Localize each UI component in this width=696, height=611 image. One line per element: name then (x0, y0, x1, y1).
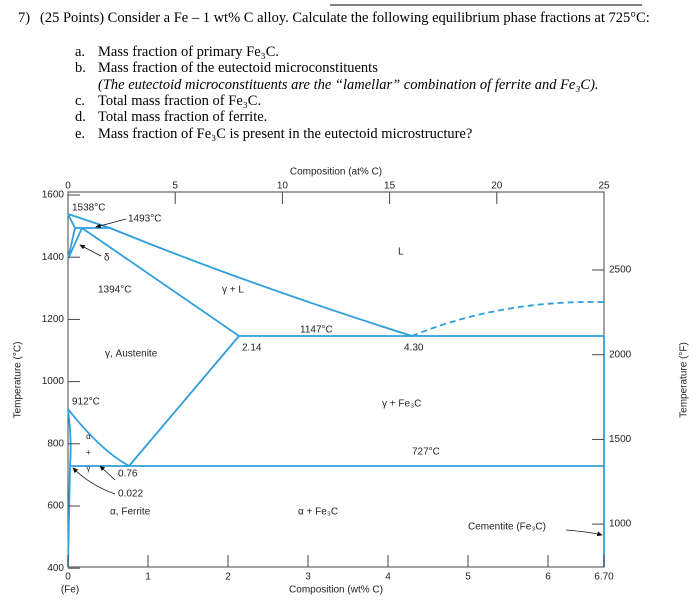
top-tick-label: 5 (172, 181, 178, 192)
top-axis-title: Composition (at% C) (290, 167, 382, 178)
bottom-origin: (Fe) (61, 585, 79, 596)
region-label: γ + Fe₃C (382, 399, 421, 410)
left-tick-label: 1400 (42, 252, 65, 263)
region-label: 1394°C (98, 285, 131, 296)
bottom-tick-label: 1 (145, 572, 151, 583)
bottom-tick-label: 3 (305, 572, 311, 583)
bottom-tick-label: 6.70 (594, 572, 614, 583)
annotation-arrows (72, 218, 603, 537)
left-tick-label: 1600 (42, 190, 65, 201)
region-label: 727°C (412, 447, 440, 458)
region-label: δ (104, 253, 110, 264)
region-label: 912°C (72, 397, 100, 408)
right-tick-label: 2000 (609, 349, 632, 360)
top-tick-label: 0 (65, 181, 71, 192)
item-letter: b. (75, 60, 86, 76)
item-text: Total mass fraction of Fe₃C. (98, 93, 262, 109)
right-tick-label: 1000 (609, 519, 632, 530)
left-tick-label: 1000 (42, 376, 65, 387)
left-tick-label: 400 (47, 563, 64, 574)
bottom-tick-label: 4 (385, 572, 391, 583)
top-tick-label: 15 (384, 181, 396, 192)
item-note: (The eutectoid microconstituents are the… (98, 77, 599, 93)
bottom-tick-label: 5 (465, 572, 471, 583)
item-letter: d. (75, 109, 86, 125)
left-tick-label: 600 (47, 501, 64, 512)
region-label: 2.14 (242, 343, 262, 354)
region-label: γ, Austenite (105, 349, 158, 360)
region-label: L (398, 247, 404, 258)
left-tick-label: 1200 (42, 314, 65, 325)
y2-axis-title: Temperature (°F) (679, 342, 690, 418)
item-letter: a. (75, 44, 86, 60)
region-label: 1147°C (300, 325, 333, 336)
region-label: α + Fe₃C (298, 507, 338, 518)
region-label: 1493°C (128, 214, 161, 225)
item-text: Total mass fraction of ferrite. (98, 109, 268, 125)
y-axis-title: Temperature (°C) (13, 342, 24, 419)
region-label: α + γ (84, 432, 93, 473)
bottom-tick-label: 2 (225, 572, 231, 583)
question-text: (25 Points) Consider a Fe – 1 wt% C allo… (40, 10, 650, 26)
region-label: 1538°C (72, 203, 105, 214)
bottom-tick-label: 6 (545, 572, 551, 583)
item-text: Mass fraction of Fe₃C is present in the … (98, 126, 473, 142)
region-label: 0.022 (118, 489, 143, 500)
item-letter: c. (75, 93, 86, 109)
right-tick-label: 1500 (609, 434, 632, 445)
item-text: Mass fraction of the eutectoid microcons… (98, 60, 378, 76)
phase-boundaries (67, 213, 605, 568)
top-tick-label: 25 (598, 181, 610, 192)
region-label: 4.30 (404, 343, 424, 354)
region-label: 0.76 (118, 469, 138, 480)
region-label: Cementite (Fe₃C) (468, 522, 546, 533)
left-tick-label: 800 (47, 438, 64, 449)
item-letter: e. (75, 126, 86, 142)
region-label: α, Ferrite (110, 507, 151, 518)
right-tick-label: 2500 (609, 265, 632, 276)
item-text: Mass fraction of primary Fe₃C. (98, 44, 280, 60)
top-tick-label: 10 (277, 181, 289, 192)
bottom-tick-label: 0 (65, 572, 71, 583)
top-tick-label: 20 (491, 181, 503, 192)
region-label: γ + L (222, 285, 244, 296)
x-axis-title: Composition (wt% C) (289, 585, 383, 596)
question-number: 7) (18, 10, 31, 26)
